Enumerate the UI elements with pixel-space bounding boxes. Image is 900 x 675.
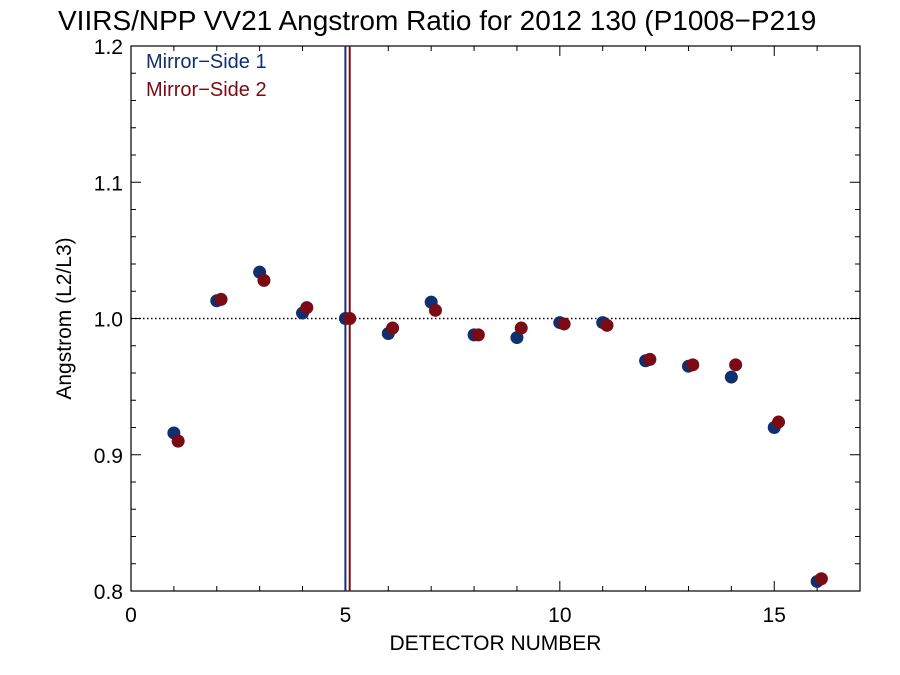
y-tick-label: 0.9 xyxy=(94,445,123,468)
reference-lines xyxy=(131,46,860,591)
chart-title: VIIRS/NPP VV21 Angstrom Ratio for 2012 1… xyxy=(58,5,816,36)
data-point-mirror-side-2 xyxy=(171,434,185,448)
data-points xyxy=(167,265,828,588)
x-tick-label: 10 xyxy=(548,604,571,627)
data-point-mirror-side-2 xyxy=(643,352,657,366)
y-axis-label: Angstrom (L2/L3) xyxy=(53,237,76,399)
x-tick-label: 0 xyxy=(125,604,137,627)
x-tick-label: 15 xyxy=(763,604,786,627)
data-point-mirror-side-2 xyxy=(214,292,228,306)
legend: Mirror−Side 1 Mirror−Side 2 xyxy=(146,51,267,101)
data-point-mirror-side-2 xyxy=(557,317,571,331)
x-axis-label: DETECTOR NUMBER xyxy=(390,632,602,655)
data-point-mirror-side-2 xyxy=(257,273,271,287)
y-tick-label: 1.1 xyxy=(94,172,123,195)
data-point-mirror-side-2 xyxy=(386,321,400,335)
data-point-mirror-side-2 xyxy=(343,312,357,325)
legend-entry-mirror-side-2: Mirror−Side 2 xyxy=(146,79,267,101)
data-point-mirror-side-2 xyxy=(428,303,442,317)
y-tick-label: 0.8 xyxy=(94,581,123,604)
legend-entry-mirror-side-1: Mirror−Side 1 xyxy=(146,51,267,73)
data-point-mirror-side-2 xyxy=(300,301,314,315)
data-point-mirror-side-2 xyxy=(514,321,528,335)
data-point-mirror-side-2 xyxy=(729,358,743,372)
y-tick-label: 1.2 xyxy=(94,36,123,59)
x-tick-label: 5 xyxy=(340,604,352,627)
data-point-mirror-side-2 xyxy=(471,328,485,342)
y-tick-label: 1.0 xyxy=(94,309,123,332)
data-point-mirror-side-2 xyxy=(686,358,700,372)
axis-tick-labels: 0 5 10 15 0.8 0.9 1.0 1.1 1.2 xyxy=(94,36,786,627)
data-point-mirror-side-2 xyxy=(814,572,828,586)
data-point-mirror-side-1 xyxy=(724,370,738,384)
data-point-mirror-side-2 xyxy=(600,318,614,332)
data-point-mirror-side-2 xyxy=(772,415,786,429)
